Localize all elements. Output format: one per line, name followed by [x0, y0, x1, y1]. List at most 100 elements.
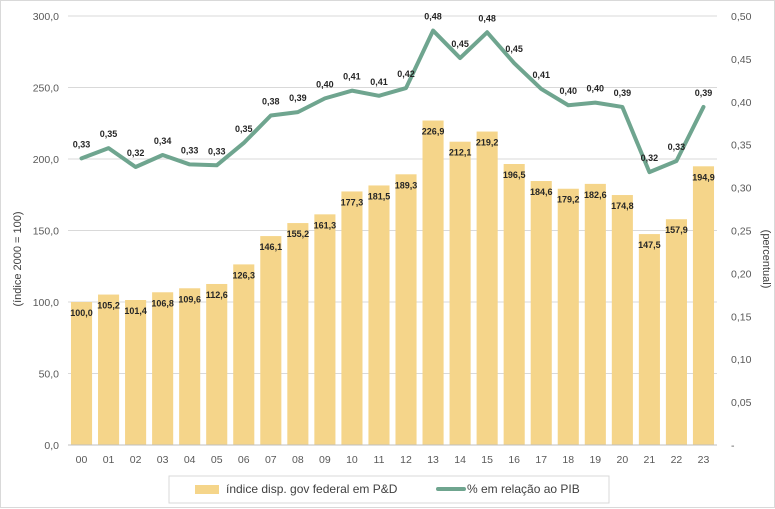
- right-axis-tick-label: 0,25: [731, 226, 752, 238]
- x-axis-tick-label: 18: [562, 454, 574, 466]
- line-value-label: 0,41: [370, 77, 388, 87]
- x-axis-tick-label: 19: [589, 454, 601, 466]
- x-axis-tick-label: 16: [508, 454, 520, 466]
- line-value-label: 0,39: [695, 88, 713, 98]
- line-value-label: 0,41: [343, 72, 361, 82]
- right-axis-tick-label: 0,50: [731, 11, 752, 23]
- legend-line-label: % em relação ao PIB: [467, 482, 580, 496]
- bar: [125, 300, 146, 445]
- x-axis-tick-label: 04: [184, 454, 196, 466]
- bar: [450, 142, 471, 445]
- line-value-label: 0,42: [397, 69, 415, 79]
- right-axis-tick-label: 0,35: [731, 140, 752, 152]
- x-axis-tick-label: 21: [644, 454, 656, 466]
- bar-value-label: 177,3: [341, 197, 364, 207]
- x-axis-tick-label: 10: [346, 454, 358, 466]
- bar-value-label: 155,2: [287, 229, 310, 239]
- bar: [477, 132, 498, 445]
- bar-value-label: 161,3: [314, 220, 337, 230]
- line-value-label: 0,33: [181, 145, 199, 155]
- line-value-label: 0,35: [100, 129, 118, 139]
- x-axis-tick-label: 00: [76, 454, 88, 466]
- bar: [639, 234, 660, 445]
- line-value-label: 0,38: [262, 97, 280, 107]
- x-axis-tick-label: 07: [265, 454, 277, 466]
- left-axis-tick-label: 250,0: [33, 83, 59, 95]
- bar: [585, 184, 606, 445]
- x-axis-tick-label: 05: [211, 454, 223, 466]
- bar: [206, 284, 227, 445]
- bar: [666, 219, 687, 445]
- line-value-label: 0,32: [127, 148, 145, 158]
- bar: [531, 181, 552, 445]
- line-value-label: 0,40: [316, 79, 334, 89]
- right-axis-tick-label: 0,45: [731, 54, 752, 66]
- legend-bar-label: índice disp. gov federal em P&D: [226, 482, 398, 496]
- bar-value-label: 101,4: [124, 306, 147, 316]
- x-axis-tick-label: 22: [671, 454, 683, 466]
- bar: [152, 292, 173, 445]
- bar-value-label: 146,1: [260, 242, 283, 252]
- bar: [504, 164, 525, 445]
- bar-value-label: 184,6: [530, 187, 553, 197]
- line-value-label: 0,45: [451, 39, 469, 49]
- bar: [693, 166, 714, 445]
- legend: índice disp. gov federal em P&D % em rel…: [169, 476, 609, 503]
- x-axis-tick-label: 11: [374, 454, 385, 466]
- line-value-label: 0,33: [73, 139, 91, 149]
- x-axis-tick-label: 02: [130, 454, 142, 466]
- line-value-label: 0,32: [641, 153, 659, 163]
- bar-series: [71, 121, 714, 445]
- left-axis-tick-label: 100,0: [33, 297, 59, 309]
- line-value-label: 0,35: [235, 124, 253, 134]
- legend-bar-swatch: [195, 485, 219, 494]
- line-value-label: 0,33: [208, 146, 226, 156]
- line-value-label: 0,34: [154, 136, 172, 146]
- line-value-label: 0,48: [478, 13, 496, 23]
- right-axis-tick-label: 0,10: [731, 354, 752, 366]
- bar: [558, 189, 579, 445]
- line-series: [81, 30, 703, 172]
- bar-value-label: 147,5: [638, 240, 661, 250]
- bar-value-label: 194,9: [692, 172, 715, 182]
- pib-share-line: [82, 31, 704, 173]
- x-axis-tick-label: 15: [481, 454, 493, 466]
- x-axis-tick-label: 01: [103, 454, 115, 466]
- right-axis-title: (percentual): [760, 230, 772, 289]
- bar-value-label: 126,3: [233, 270, 256, 280]
- left-axis-tick-label: 200,0: [33, 154, 59, 166]
- line-value-label: 0,48: [424, 12, 442, 22]
- right-axis-tick-label: 0,20: [731, 268, 752, 280]
- bar-value-label: 181,5: [368, 191, 391, 201]
- bar-value-label: 226,9: [422, 127, 445, 137]
- bar-value-label: 106,8: [151, 298, 174, 308]
- bar-value-label: 182,6: [584, 190, 607, 200]
- left-axis-title: (índice 2000 = 100): [12, 211, 24, 306]
- line-value-label: 0,41: [532, 70, 550, 80]
- bar: [233, 264, 254, 445]
- bar-value-label: 105,2: [97, 301, 120, 311]
- bar-value-label: 157,9: [665, 225, 688, 235]
- line-value-label: 0,39: [289, 93, 307, 103]
- bar: [612, 195, 633, 445]
- left-axis-tick-label: 300,0: [33, 11, 59, 23]
- line-value-label: 0,40: [587, 84, 605, 94]
- bar-value-label: 189,3: [395, 180, 418, 190]
- bar: [314, 214, 335, 445]
- left-axis-tick-label: 50,0: [39, 369, 60, 381]
- line-value-label: 0,39: [614, 88, 632, 98]
- x-axis-tick-label: 14: [454, 454, 466, 466]
- x-axis-tick-label: 12: [400, 454, 412, 466]
- x-axis-tick-label: 17: [535, 454, 547, 466]
- x-axis-tick-label: 09: [319, 454, 331, 466]
- bar-value-label: 174,8: [611, 201, 634, 211]
- right-axis-tick-label: 0,40: [731, 97, 752, 109]
- bar-value-label: 219,2: [476, 138, 499, 148]
- x-axis-tick-label: 08: [292, 454, 304, 466]
- left-axis-tick-label: 0,0: [44, 440, 59, 452]
- bar-value-label: 100,0: [70, 308, 93, 318]
- bar: [368, 185, 389, 445]
- left-axis-tick-label: 150,0: [33, 226, 59, 238]
- bar: [341, 191, 362, 445]
